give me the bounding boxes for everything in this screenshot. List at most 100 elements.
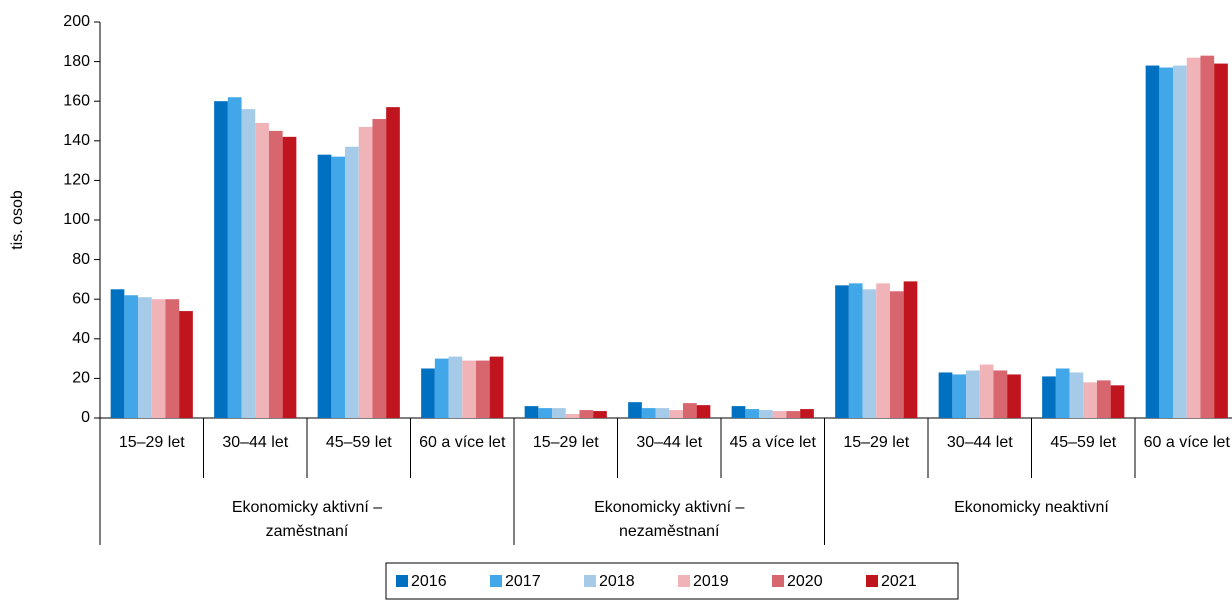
bar bbox=[938, 372, 953, 418]
bar bbox=[138, 297, 152, 418]
x-tick-label: 15–29 let bbox=[532, 434, 599, 451]
y-tick-label: 80 bbox=[72, 251, 90, 268]
bar bbox=[241, 109, 256, 419]
bar bbox=[358, 126, 373, 418]
x-tick-label: 30–44 let bbox=[636, 434, 703, 451]
x-tick-label: 30–44 let bbox=[946, 434, 1013, 451]
y-tick-label: 0 bbox=[81, 409, 90, 426]
bar bbox=[731, 406, 746, 418]
y-tick-label: 20 bbox=[72, 370, 90, 387]
bar bbox=[979, 364, 994, 418]
bar bbox=[800, 409, 814, 418]
bar bbox=[628, 402, 642, 418]
y-tick-label: 200 bbox=[63, 13, 90, 30]
bar bbox=[179, 311, 193, 418]
y-tick-label: 60 bbox=[72, 290, 90, 307]
group-label-box: Ekonomicky neaktivní bbox=[954, 499, 1109, 516]
x-tick-label-box: 45 a více let bbox=[730, 434, 816, 451]
bar bbox=[448, 356, 463, 418]
bar bbox=[745, 409, 760, 418]
bar bbox=[1200, 55, 1215, 418]
bar bbox=[268, 130, 283, 418]
bar bbox=[1186, 57, 1201, 418]
bar bbox=[552, 408, 566, 418]
bar bbox=[579, 410, 594, 418]
bar bbox=[876, 283, 890, 418]
bar bbox=[386, 107, 400, 418]
bar bbox=[772, 411, 787, 418]
bar bbox=[124, 295, 139, 418]
bar bbox=[641, 408, 656, 418]
bar bbox=[434, 358, 449, 418]
bar bbox=[835, 285, 849, 418]
y-tick-label: 120 bbox=[63, 172, 90, 189]
bar bbox=[682, 403, 697, 418]
bar bbox=[1145, 65, 1160, 418]
legend-swatch bbox=[866, 575, 878, 587]
x-tick-label-box: 15–29 let bbox=[843, 434, 910, 451]
bar bbox=[1159, 67, 1174, 418]
bar bbox=[1096, 380, 1111, 418]
x-tick-label: 45–59 let bbox=[325, 434, 392, 451]
bar bbox=[317, 154, 332, 418]
legend bbox=[385, 562, 959, 600]
legend-swatch bbox=[490, 575, 502, 587]
bar bbox=[331, 156, 346, 418]
group-label: Ekonomicky neaktivní bbox=[954, 499, 1109, 516]
bar bbox=[165, 299, 180, 418]
x-tick-label-box: 30–44 let bbox=[946, 434, 1013, 451]
x-tick-label: 45–59 let bbox=[1050, 434, 1117, 451]
legend-swatch bbox=[584, 575, 596, 587]
legend-swatch bbox=[396, 575, 408, 587]
x-tick-label-box: 45–59 let bbox=[1050, 434, 1117, 451]
x-tick-label: 15–29 let bbox=[843, 434, 910, 451]
bar bbox=[655, 408, 670, 418]
bar bbox=[1173, 65, 1187, 418]
y-tick-label: 40 bbox=[72, 330, 90, 347]
x-tick-label-box: 45–59 let bbox=[325, 434, 392, 451]
bar bbox=[862, 289, 877, 418]
bar bbox=[1055, 368, 1070, 418]
y-tick-label: 100 bbox=[63, 211, 90, 228]
bar bbox=[593, 411, 607, 418]
x-tick-label: 60 a více let bbox=[1143, 434, 1230, 451]
bar bbox=[489, 356, 504, 418]
bar bbox=[372, 119, 387, 419]
x-tick-label-box: 15–29 let bbox=[532, 434, 599, 451]
y-tick-label: 160 bbox=[63, 92, 90, 109]
bar bbox=[227, 97, 242, 419]
x-tick-label-box: 60 a více let bbox=[1143, 434, 1230, 451]
legend-label: 2019 bbox=[693, 573, 729, 590]
bar bbox=[565, 414, 580, 418]
bar bbox=[952, 374, 967, 418]
y-axis-label: tis. osob bbox=[9, 190, 26, 250]
x-tick-label-box: 60 a více let bbox=[419, 434, 505, 451]
legend-label: 2018 bbox=[599, 573, 635, 590]
legend-label: 2016 bbox=[411, 573, 447, 590]
bar bbox=[696, 405, 711, 418]
legend-label: 2017 bbox=[505, 573, 541, 590]
group-label-box: Ekonomicky aktivní – zaměstnaní bbox=[232, 499, 382, 540]
x-tick-label: 15–29 let bbox=[118, 434, 185, 451]
bar bbox=[214, 101, 228, 418]
bar bbox=[903, 281, 918, 418]
bar bbox=[1042, 376, 1056, 418]
bar bbox=[524, 406, 539, 418]
bar bbox=[1069, 372, 1084, 418]
legend-swatch bbox=[678, 575, 690, 587]
bar bbox=[1007, 374, 1021, 418]
y-tick-label: 140 bbox=[63, 132, 90, 149]
group-label-box: Ekonomicky aktivní – nezaměstnaní bbox=[594, 499, 745, 540]
bar bbox=[786, 411, 801, 418]
bar bbox=[151, 299, 166, 418]
group-label: Ekonomicky aktivní – nezaměstnaní bbox=[594, 499, 745, 540]
x-tick-label-box: 15–29 let bbox=[118, 434, 185, 451]
bar bbox=[1083, 382, 1097, 418]
bar bbox=[538, 408, 553, 418]
legend-swatch bbox=[772, 575, 784, 587]
bar bbox=[1110, 385, 1125, 418]
legend-label: 2021 bbox=[881, 573, 917, 590]
x-tick-label-box: 30–44 let bbox=[636, 434, 703, 451]
